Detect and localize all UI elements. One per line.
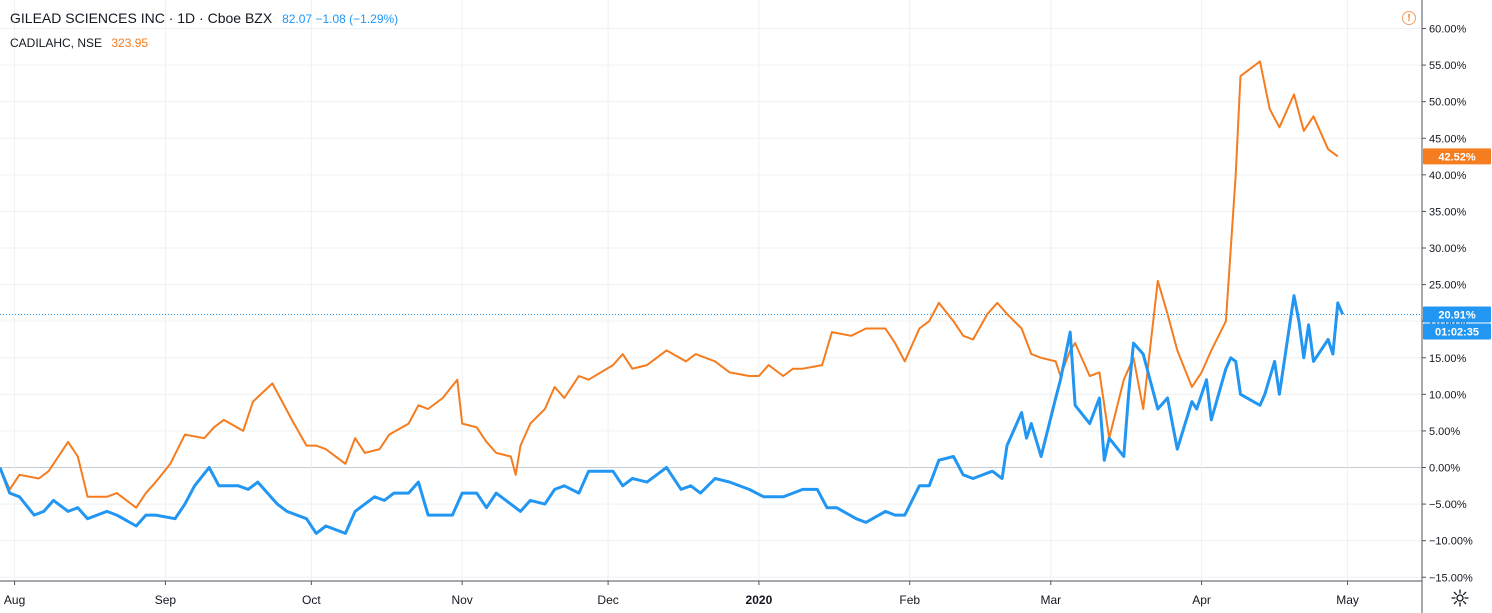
y-tick-label: 15.00%	[1429, 353, 1467, 365]
legend-main-title: GILEAD SCIENCES INC · 1D · Cboe BZX	[10, 10, 273, 26]
y-tick-label: 5.00%	[1429, 426, 1460, 438]
x-tick-label: Apr	[1192, 593, 1211, 607]
y-tick-label: 0.00%	[1429, 463, 1460, 475]
grid	[0, 0, 1422, 581]
last-value-label-cadilahc-bg	[1423, 148, 1491, 165]
y-tick-label: 25.00%	[1429, 280, 1467, 292]
countdown-label-gilead-bg	[1423, 323, 1491, 340]
gear-icon[interactable]	[1450, 588, 1470, 608]
legend-secondary-title: CADILAHC, NSE	[10, 36, 103, 50]
y-tick-label: 55.00%	[1429, 60, 1467, 72]
last-value-label-gilead-bg	[1423, 306, 1491, 323]
y-tick-label: 10.00%	[1429, 389, 1467, 401]
y-tick-label: 35.00%	[1429, 206, 1467, 218]
y-tick-label: −5.00%	[1429, 499, 1467, 511]
legend-main[interactable]: GILEAD SCIENCES INC · 1D · Cboe BZX 82.0…	[10, 10, 398, 26]
y-tick-label: 60.00%	[1429, 24, 1467, 36]
x-tick-label: Oct	[302, 593, 321, 607]
x-tick-label: Aug	[4, 593, 25, 607]
series-line-gilead	[0, 294, 1345, 535]
x-tick-label: Nov	[451, 593, 472, 607]
y-tick-label: 50.00%	[1429, 97, 1467, 109]
y-tick-label: 40.00%	[1429, 170, 1467, 182]
x-tick-label: 2020	[746, 593, 773, 607]
x-tick-label: Feb	[899, 593, 920, 607]
last-value-label-cadilahc: 42.52%	[1438, 151, 1476, 163]
y-tick-label: 30.00%	[1429, 243, 1467, 255]
countdown-label-gilead: 01:02:35	[1435, 327, 1479, 339]
last-value-labels: 42.52% 20.91% 01:02:35	[1423, 148, 1491, 340]
y-tick-label: −10.00%	[1429, 536, 1473, 548]
series	[0, 60, 1345, 535]
warning-icon[interactable]: !	[1402, 11, 1416, 25]
x-tick-label: May	[1336, 593, 1359, 607]
legend-main-values: 82.07 −1.08 (−1.29%)	[282, 12, 399, 26]
y-tick-label: −15.00%	[1429, 572, 1473, 584]
legend-secondary-value: 323.95	[111, 36, 149, 50]
y-tick-label: 45.00%	[1429, 133, 1467, 145]
legend-secondary[interactable]: CADILAHC, NSE 323.95	[10, 36, 148, 50]
x-tick-label: Mar	[1040, 593, 1061, 607]
last-value-label-gilead: 20.91%	[1438, 310, 1476, 322]
x-tick-label: Dec	[597, 593, 618, 607]
x-tick-label: Sep	[155, 593, 177, 607]
